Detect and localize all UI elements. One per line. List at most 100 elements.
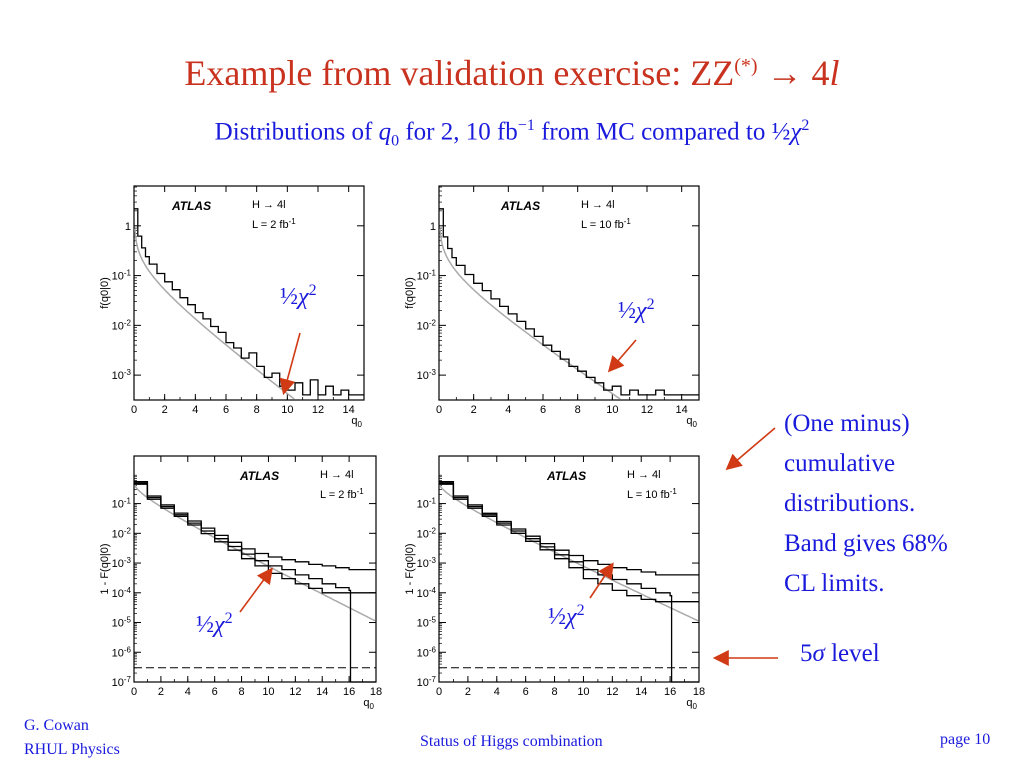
x-tick-label: 14 <box>676 404 688 416</box>
x-tick-label: 8 <box>575 404 581 416</box>
title-text: Example from validation exercise: ZZ <box>184 53 735 93</box>
arrow-note <box>725 427 776 471</box>
y-tick-label: 10-1 <box>112 497 132 511</box>
chi-glyph: χ <box>214 612 225 638</box>
y-tick-label: 10-1 <box>417 497 437 511</box>
author-name: G. Cowan <box>24 717 89 734</box>
subtitle-sup: −1 <box>517 117 535 134</box>
x-tick-label: 0 <box>436 686 442 698</box>
x-tick-label: 12 <box>641 404 653 416</box>
x-axis-label: q0 <box>686 697 697 710</box>
x-tick-label: 6 <box>540 404 546 416</box>
y-axis-label: 1 - F(q0|0) <box>100 543 111 594</box>
legend-lumi: L = 10 fb-1 <box>581 217 631 231</box>
x-tick-label: 18 <box>693 686 705 698</box>
x-tick-label: 0 <box>436 404 442 416</box>
subtitle-q: q <box>378 118 392 146</box>
y-tick-label: 10-4 <box>112 586 132 600</box>
legend-lumi: L = 10 fb-1 <box>627 487 677 501</box>
plot-pdf-2fb: 0 2 4 6 8 10 12 14 q0 1 10-1 10-2 10-3 f(q0|0) ATLAS H … <box>100 178 370 428</box>
x-tick-label: 10 <box>262 686 274 698</box>
subtitle-post: from MC compared to <box>534 118 772 146</box>
half-chi2-label-3: ½χ2 <box>196 610 233 639</box>
plot-cdf-10fb: 0 2 4 6 8 10 12 14 16 18 q0 10-1 10-2 10-3 10-4 10-5 10-… <box>405 448 705 710</box>
footer-author: G. Cowan RHUL Physics <box>24 714 120 762</box>
x-tick-label: 8 <box>551 686 557 698</box>
note-line: (One minus) <box>784 410 910 437</box>
x-tick-label: 10 <box>606 404 618 416</box>
x-tick-label: 2 <box>158 686 164 698</box>
x-tick-label: 16 <box>664 686 676 698</box>
x-tick-label: 2 <box>465 686 471 698</box>
y-tick-label: 10-3 <box>112 556 132 570</box>
note-line: Band gives 68% <box>784 530 948 557</box>
series-lower <box>134 483 376 594</box>
subtitle-half: ½ <box>771 118 791 146</box>
subtitle-chi: χ <box>790 118 802 146</box>
two-glyph: 2 <box>224 610 233 627</box>
subtitle-mid: for 2, 10 fb <box>399 118 518 146</box>
author-institution: RHUL Physics <box>24 741 120 758</box>
chi-glyph: χ <box>636 298 647 324</box>
half-glyph: ½ <box>618 298 636 324</box>
y-tick-label: 10-2 <box>417 318 437 332</box>
y-tick-label: 10-5 <box>112 616 132 630</box>
y-tick-label: 10-3 <box>417 368 437 382</box>
y-tick-label: 10-7 <box>112 675 132 689</box>
title-l: l <box>829 53 840 93</box>
level-text: level <box>824 640 880 667</box>
note-line: cumulative <box>784 450 896 477</box>
atlas-label: ATLAS <box>500 199 540 213</box>
y-tick-label: 10-4 <box>417 586 437 600</box>
footer-talk-title: Status of Higgs combination <box>420 733 603 750</box>
y-tick-label: 10-3 <box>417 556 437 570</box>
x-axis-label: q0 <box>363 697 374 710</box>
y-tick-label: 10-2 <box>417 526 437 540</box>
y-tick-label: 10-1 <box>112 269 132 283</box>
legend-process: H → 4l <box>252 199 286 211</box>
x-tick-label: 6 <box>523 686 529 698</box>
x-tick-label: 14 <box>635 686 647 698</box>
note-line: distributions. <box>784 490 916 517</box>
five-number: 5 <box>800 640 813 667</box>
page-number: page 10 <box>940 731 991 748</box>
chi-glyph: χ <box>298 284 309 310</box>
title-superscript: (*) <box>734 55 758 77</box>
x-tick-label: 12 <box>606 686 618 698</box>
x-tick-label: 8 <box>254 404 260 416</box>
y-axis-label: 1 - F(q0|0) <box>405 543 416 594</box>
x-tick-label: 12 <box>312 404 324 416</box>
legend-lumi: L = 2 fb-1 <box>320 487 364 501</box>
slide-title: Example from validation exercise: ZZ(*) … <box>0 52 1024 94</box>
plot-cdf-2fb: 0 2 4 6 8 10 12 14 16 18 q0 10-1 10-2 10-3 10-4 10-5 10-… <box>100 448 382 710</box>
x-tick-label: 6 <box>223 404 229 416</box>
x-tick-label: 6 <box>212 686 218 698</box>
sigma-glyph: σ <box>812 640 825 667</box>
half-glyph: ½ <box>280 284 298 310</box>
y-tick-label: 10-3 <box>112 368 132 382</box>
note-line: CL limits. <box>784 570 885 597</box>
chi-glyph: χ <box>566 604 577 630</box>
half-chi2-curve <box>134 228 295 400</box>
x-axis-label: q0 <box>351 415 362 428</box>
atlas-label: ATLAS <box>239 469 279 483</box>
series-histogram <box>439 208 699 396</box>
y-tick-label: 10-2 <box>112 526 132 540</box>
x-tick-label: 4 <box>185 686 191 698</box>
atlas-label: ATLAS <box>546 469 586 483</box>
slide-subtitle: Distributions of q0 for 2, 10 fb−1 from … <box>0 117 1024 150</box>
two-glyph: 2 <box>646 296 655 313</box>
five-sigma-label: 5σ level <box>800 640 880 668</box>
x-axis-label: q0 <box>686 415 697 428</box>
x-tick-label: 10 <box>281 404 293 416</box>
series-histogram <box>134 208 364 396</box>
half-glyph: ½ <box>548 604 566 630</box>
x-tick-label: 4 <box>192 404 198 416</box>
x-tick-label: 14 <box>316 686 328 698</box>
x-tick-label: 8 <box>238 686 244 698</box>
y-tick-label: 10-7 <box>417 675 437 689</box>
y-tick-label: 10-5 <box>417 616 437 630</box>
